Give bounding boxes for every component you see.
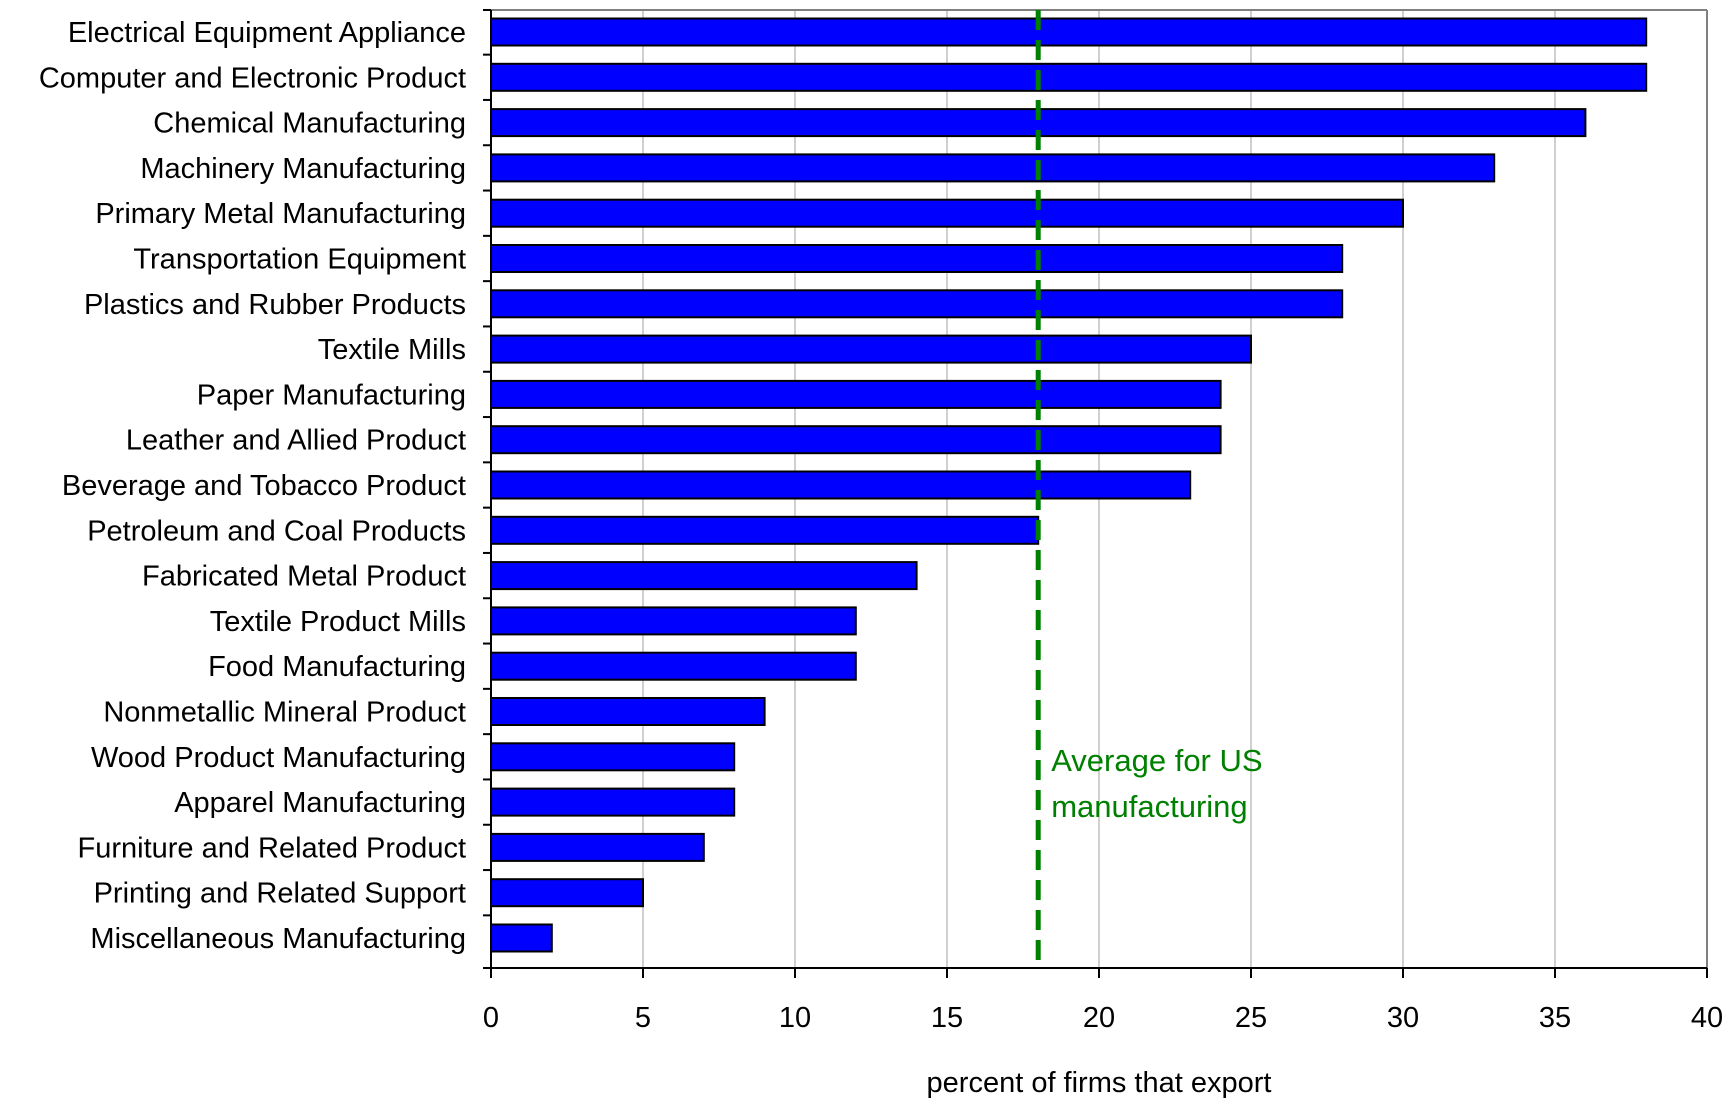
bar [490, 470, 1192, 500]
x-tick-label: 40 [1691, 1002, 1723, 1034]
bar [490, 787, 736, 817]
bars [490, 17, 1648, 953]
bar [490, 878, 644, 908]
bar [490, 379, 1222, 409]
category-label: Leather and Allied Product [126, 425, 466, 457]
category-label: Apparel Manufacturing [174, 787, 466, 819]
bar [490, 334, 1252, 364]
bar [490, 515, 1040, 545]
category-label: Fabricated Metal Product [142, 561, 466, 593]
category-label: Paper Manufacturing [197, 379, 466, 411]
x-tick-label: 5 [635, 1002, 651, 1034]
x-tick-label: 35 [1539, 1002, 1571, 1034]
x-axis-title: percent of firms that export [927, 1067, 1272, 1099]
bar [490, 153, 1496, 183]
bar [490, 198, 1404, 228]
x-tick-label: 30 [1387, 1002, 1419, 1034]
x-tick-label: 20 [1083, 1002, 1115, 1034]
bar [490, 742, 736, 772]
bar [490, 832, 705, 862]
category-label: Plastics and Rubber Products [84, 289, 466, 321]
bar [490, 561, 918, 591]
x-tick-label: 10 [779, 1002, 811, 1034]
bar [490, 606, 857, 636]
category-label: Computer and Electronic Product [39, 62, 466, 94]
category-label: Transportation Equipment [133, 244, 466, 276]
category-label: Chemical Manufacturing [153, 108, 466, 140]
bar [490, 17, 1648, 47]
bar [490, 289, 1344, 319]
bar [490, 923, 553, 953]
category-labels: Electrical Equipment Appliance Computer a… [39, 17, 466, 955]
average-line-group: Average for US manufacturing [1035, 10, 1263, 968]
category-label: Petroleum and Coal Products [87, 515, 466, 547]
category-label: Electrical Equipment Appliance [68, 17, 466, 49]
category-label: Textile Product Mills [210, 606, 466, 638]
bar [490, 425, 1222, 455]
category-label: Beverage and Tobacco Product [62, 470, 466, 502]
x-tick-label: 25 [1235, 1002, 1267, 1034]
x-tick-label: 0 [483, 1002, 499, 1034]
category-label: Furniture and Related Product [78, 832, 467, 864]
average-line-label-1: Average for US [1051, 743, 1262, 778]
category-label: Miscellaneous Manufacturing [90, 923, 466, 955]
category-label: Food Manufacturing [208, 651, 466, 683]
category-label: Primary Metal Manufacturing [95, 198, 466, 230]
category-label: Printing and Related Support [94, 878, 466, 910]
category-label: Wood Product Manufacturing [91, 742, 466, 774]
bar [490, 697, 766, 726]
category-label: Textile Mills [318, 334, 466, 366]
bar [490, 244, 1344, 273]
bar [490, 651, 857, 681]
bar [490, 62, 1648, 92]
category-label: Nonmetallic Mineral Product [103, 697, 466, 729]
x-tick-label: 15 [931, 1002, 963, 1034]
category-label: Machinery Manufacturing [140, 153, 466, 185]
x-axis-ticks: 0 5 10 15 20 25 30 35 40 [483, 968, 1723, 1034]
average-line-label-2: manufacturing [1051, 789, 1247, 824]
